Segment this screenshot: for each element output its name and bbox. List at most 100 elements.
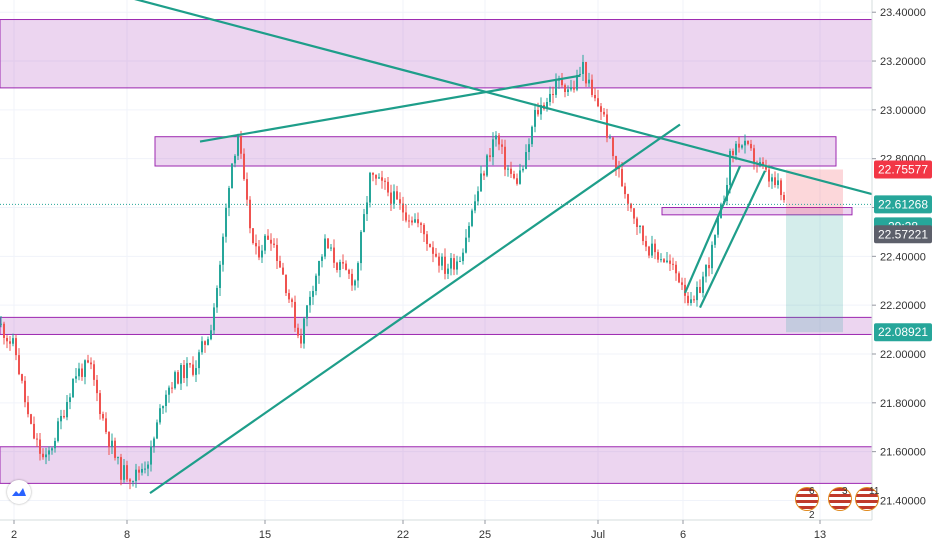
candle-body [186, 363, 188, 379]
candle-body [213, 307, 215, 331]
short-position-target-zone [786, 214, 843, 333]
price-tick-label: 23.40000 [880, 7, 926, 19]
candle-body [465, 237, 467, 253]
candle-body [732, 150, 734, 155]
candle-body [612, 137, 614, 157]
candle-body [768, 169, 770, 182]
time-tick-label: 13 [814, 529, 826, 541]
candle-body [333, 247, 335, 263]
candle-body [474, 201, 476, 211]
candle-body [645, 241, 647, 247]
position-tool[interactable] [786, 169, 843, 333]
candle-body [588, 79, 590, 84]
trendlines-layer[interactable] [0, 0, 932, 495]
price-tick-label: 21.40000 [880, 495, 926, 507]
candle-body [219, 264, 221, 288]
candle-body [504, 146, 506, 170]
candle-body [237, 136, 239, 156]
candle-body [660, 259, 662, 261]
candle-body [705, 264, 707, 277]
candle-body [765, 166, 767, 170]
candle-body [366, 202, 368, 215]
candle-body [777, 180, 779, 186]
price-labels: 22.75577 22.61268 29:28 22.57221 22.0892… [874, 160, 932, 342]
trendline [199, 74, 581, 143]
trendline [699, 170, 766, 309]
candle-body [597, 98, 599, 107]
candle-body [378, 177, 380, 179]
candle-body [429, 244, 431, 248]
candle-body [144, 468, 146, 470]
candle-body [735, 143, 737, 155]
candle-body [78, 368, 80, 377]
candle-body [75, 376, 77, 379]
grid-lines [0, 0, 872, 520]
price-tick-label: 21.80000 [880, 398, 926, 410]
candle-body [225, 207, 227, 237]
candle-body [630, 203, 632, 209]
candle-body [57, 421, 59, 441]
current-price-label-bg [874, 195, 932, 214]
candle-body [165, 394, 167, 407]
candle-body [141, 468, 143, 473]
candle-body [0, 323, 2, 325]
candle-body [111, 440, 113, 447]
candle-body [252, 228, 254, 244]
time-tick-label: 25 [479, 529, 491, 541]
event-count: 6 2 [809, 486, 815, 521]
candle-body [258, 246, 260, 258]
candle-body [651, 243, 653, 256]
candle-body [525, 152, 527, 169]
candle-body [489, 155, 491, 158]
candle-body [591, 79, 593, 95]
candle-body [717, 217, 719, 235]
candle-body [288, 293, 290, 300]
candle-body [303, 318, 305, 344]
candle-body [381, 177, 383, 181]
candle-body [30, 414, 32, 424]
candle-body [357, 263, 359, 281]
candle-body [747, 140, 749, 144]
candle-body [372, 172, 374, 175]
candle-body [285, 274, 287, 294]
candle-body [441, 256, 443, 266]
stop-price-label-bg [874, 160, 932, 179]
candle-body [291, 299, 293, 302]
candle-body [423, 224, 425, 235]
candle-body [402, 203, 404, 213]
candle-body [414, 219, 416, 223]
candle-body [216, 287, 218, 308]
candle-body [555, 80, 557, 95]
candle-body [168, 387, 170, 395]
candle-body [327, 238, 329, 249]
candle-body [204, 341, 206, 345]
candle-body [243, 153, 245, 180]
candle-body [345, 263, 347, 270]
candle-body [399, 199, 401, 204]
candle-body [99, 393, 101, 415]
candle-body [498, 135, 500, 145]
candle-body [9, 341, 11, 344]
tradingview-logo-icon[interactable] [7, 480, 31, 504]
candle-body [435, 253, 437, 257]
candle-body [318, 260, 320, 276]
candle-body [108, 432, 110, 447]
candle-body [210, 330, 212, 340]
candle-body [639, 225, 641, 227]
candle-body [666, 260, 668, 263]
time-axis-background[interactable] [0, 520, 932, 550]
candle-body [522, 168, 524, 171]
candle-body [531, 126, 533, 145]
candle-body [633, 208, 635, 219]
candle-body [153, 438, 155, 447]
price-axis-background[interactable] [872, 0, 932, 520]
candle-body [135, 469, 137, 482]
candle-body [669, 260, 671, 264]
price-tick-label: 23.20000 [880, 56, 926, 68]
candle-body [615, 156, 617, 169]
candle-body [540, 104, 542, 115]
candle-body [426, 234, 428, 245]
